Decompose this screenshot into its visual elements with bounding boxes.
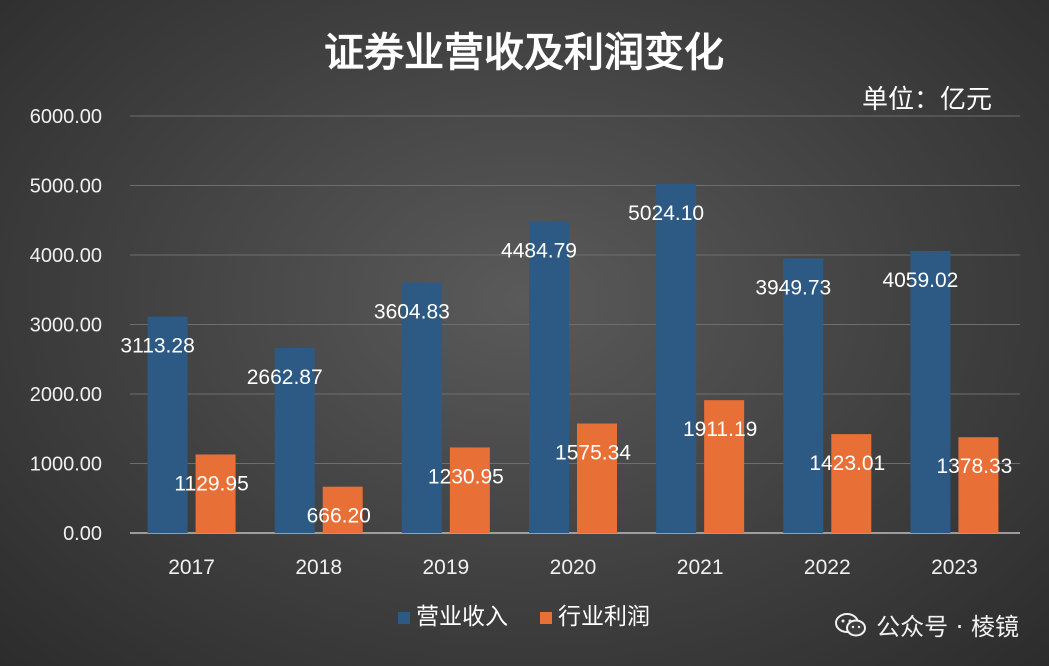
- y-tick-label: 6000.00: [30, 106, 102, 128]
- x-tick-label: 2017: [168, 556, 215, 579]
- bar-profit: [704, 400, 745, 533]
- data-label-revenue: 5024.10: [628, 202, 704, 225]
- data-label-revenue: 4059.02: [882, 269, 958, 292]
- bar-revenue: [274, 347, 315, 533]
- y-tick-label: 3000.00: [30, 315, 102, 337]
- y-tick-label: 4000.00: [30, 245, 102, 267]
- bar-revenue: [401, 282, 442, 533]
- x-tick-label: 2022: [804, 556, 851, 579]
- watermark: 公众号 · 棱镜: [834, 607, 1019, 642]
- y-tick-label: 1000.00: [30, 454, 102, 476]
- bar-profit: [577, 423, 617, 533]
- data-label-profit: 666.20: [307, 505, 371, 528]
- x-tick-label: 2019: [422, 556, 469, 579]
- legend-swatch: [540, 612, 552, 624]
- chart-title: 证券业营收及利润变化: [324, 30, 724, 76]
- legend-swatch: [398, 612, 410, 624]
- data-label-profit: 1129.95: [174, 472, 248, 495]
- data-label-profit: 1575.34: [555, 442, 631, 465]
- data-label-revenue: 2662.87: [247, 366, 323, 389]
- bar-revenue: [783, 258, 824, 533]
- bar-profit: [831, 434, 872, 533]
- bar-revenue: [910, 250, 951, 533]
- data-label-profit: 1378.33: [936, 455, 1012, 478]
- wechat-icon: [835, 612, 867, 636]
- y-tick-label: 2000.00: [30, 384, 102, 406]
- bar-profit: [195, 454, 236, 533]
- data-label-profit: 1423.01: [809, 452, 885, 475]
- data-label-revenue: 3113.28: [120, 335, 194, 358]
- bar-profit: [322, 486, 363, 533]
- x-tick-label: 2023: [931, 556, 978, 579]
- data-label-revenue: 4484.79: [501, 239, 577, 262]
- data-label-profit: 1230.95: [428, 465, 504, 488]
- bar-profit: [958, 437, 999, 533]
- x-tick-label: 2018: [295, 556, 342, 579]
- unit-label: 单位：亿元: [862, 85, 992, 115]
- y-tick-label: 5000.00: [30, 176, 102, 198]
- watermark-text: 公众号 · 棱镜: [876, 613, 1019, 641]
- x-tick-label: 2021: [677, 556, 724, 579]
- data-label-revenue: 3604.83: [374, 300, 450, 323]
- bar-profit: [449, 447, 490, 533]
- legend-label: 行业利润: [558, 604, 650, 630]
- legend-label: 营业收入: [416, 604, 508, 630]
- x-tick-label: 2020: [550, 556, 597, 579]
- data-label-profit: 1911.19: [683, 418, 757, 441]
- data-label-revenue: 3949.73: [755, 276, 831, 299]
- bar-revenue: [656, 183, 697, 533]
- y-tick-label: 0.00: [63, 523, 102, 545]
- bar-revenue: [147, 316, 188, 533]
- bar-revenue: [529, 221, 569, 533]
